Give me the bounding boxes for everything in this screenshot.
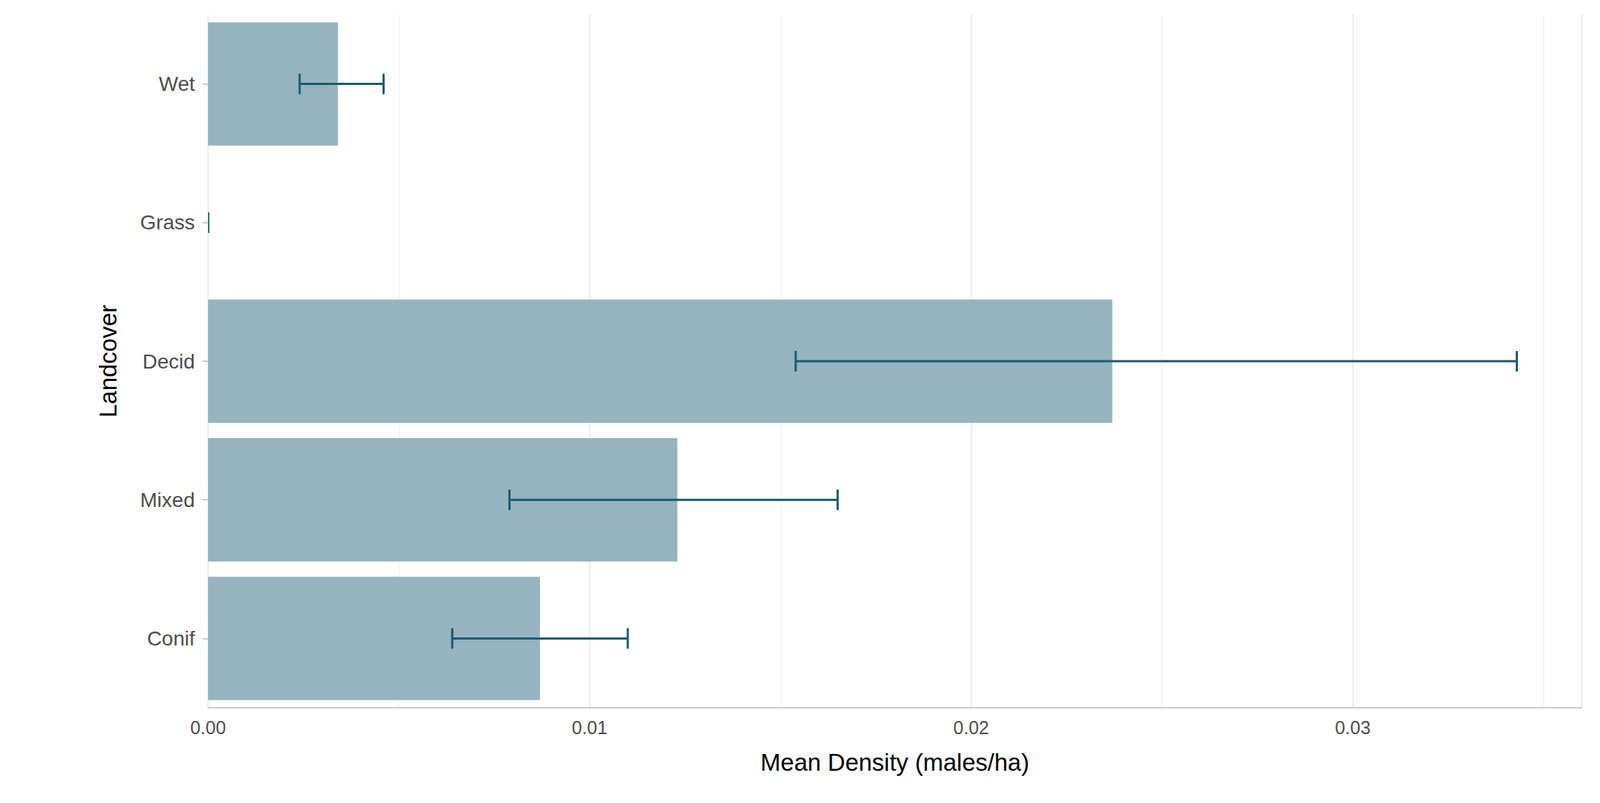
svg-text:Mixed: Mixed — [139, 488, 195, 512]
svg-text:0.00: 0.00 — [190, 717, 227, 738]
svg-text:0.01: 0.01 — [571, 717, 608, 738]
svg-text:Conif: Conif — [147, 627, 196, 650]
svg-text:Grass: Grass — [139, 210, 195, 234]
svg-text:Landcover: Landcover — [94, 304, 122, 418]
svg-text:Mean Density (males/ha): Mean Density (males/ha) — [760, 748, 1030, 776]
svg-text:Decid: Decid — [142, 350, 195, 373]
svg-text:Wet: Wet — [158, 72, 195, 96]
svg-text:0.03: 0.03 — [1334, 717, 1371, 738]
svg-text:0.02: 0.02 — [953, 717, 990, 738]
